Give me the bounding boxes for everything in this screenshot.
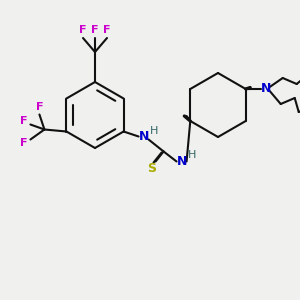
Text: F: F	[20, 116, 27, 127]
Text: F: F	[91, 25, 99, 35]
Text: F: F	[36, 101, 43, 112]
Text: S: S	[147, 162, 156, 175]
Text: N: N	[260, 82, 271, 95]
Text: F: F	[20, 139, 27, 148]
Text: H: H	[149, 125, 158, 136]
Text: F: F	[79, 25, 87, 35]
Text: N: N	[176, 155, 187, 168]
Text: N: N	[138, 130, 149, 143]
Text: H: H	[188, 151, 196, 160]
Text: F: F	[103, 25, 111, 35]
